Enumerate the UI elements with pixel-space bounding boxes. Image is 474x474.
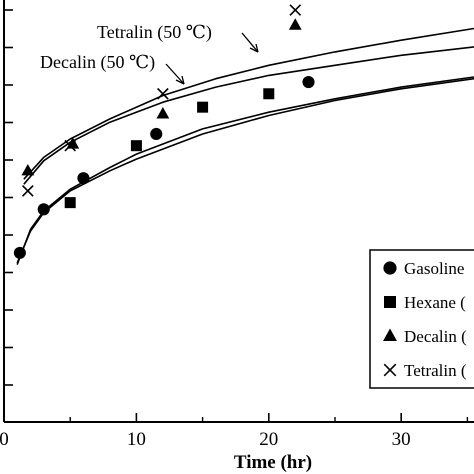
gasoline-point [37,203,50,216]
tetralin-point [289,4,302,16]
tetralin-fit-curve [23,27,474,180]
tetralin-point [157,87,169,100]
tetralin-annotation: Tetralin (50 ℃) [97,22,212,43]
legend-marker-gasoline [383,261,397,275]
decalin-point [156,107,170,119]
data-markers [13,4,315,259]
gasoline-point [77,172,90,185]
legend-label-gasoline: Gasoline [404,259,464,278]
legend-label-decalin: Decalin ( [404,327,467,346]
x-tick-label: 30 [392,429,411,450]
decalin-arrowhead [175,75,185,85]
tetralin-point [64,139,77,152]
decalin-leader [165,63,185,85]
decalin-point [21,163,35,176]
curve-annotations: Tetralin (50 ℃) Decalin (50 ℃) [40,22,259,85]
x-axis-label: Time (hr) [234,452,312,473]
hexane-fit-curve [16,76,474,265]
x-tick-label: 0 [0,429,9,450]
axes: 0 10 20 30 [0,0,474,450]
tetralin-arrowhead [249,43,259,53]
hexane-point [64,197,76,209]
decalin-annotation: Decalin (50 ℃) [40,52,155,73]
decalin-fit-curve [23,46,474,185]
tetralin-point [21,185,34,197]
hexane-point [263,88,275,100]
legend: Gasoline Hexane ( Decalin ( Tetralin ( [369,249,474,389]
legend-marker-hexane [384,296,396,308]
gasoline-point [302,76,315,89]
legend-marker-tetralin [383,363,397,377]
legend-label-hexane: Hexane ( [404,293,466,312]
legend-marker-decalin [383,328,397,342]
gasoline-fit-curve [16,77,474,264]
tetralin-leader [241,32,259,53]
gasoline-point [150,127,163,141]
gasoline-point [13,246,26,259]
fit-curves [16,27,474,265]
x-tick-label: 20 [259,429,278,450]
hexane-point [130,140,142,152]
hexane-point [197,101,209,113]
x-tick-label: 10 [127,429,146,450]
decalin-point [288,18,302,30]
legend-label-tetralin: Tetralin ( [404,361,467,380]
